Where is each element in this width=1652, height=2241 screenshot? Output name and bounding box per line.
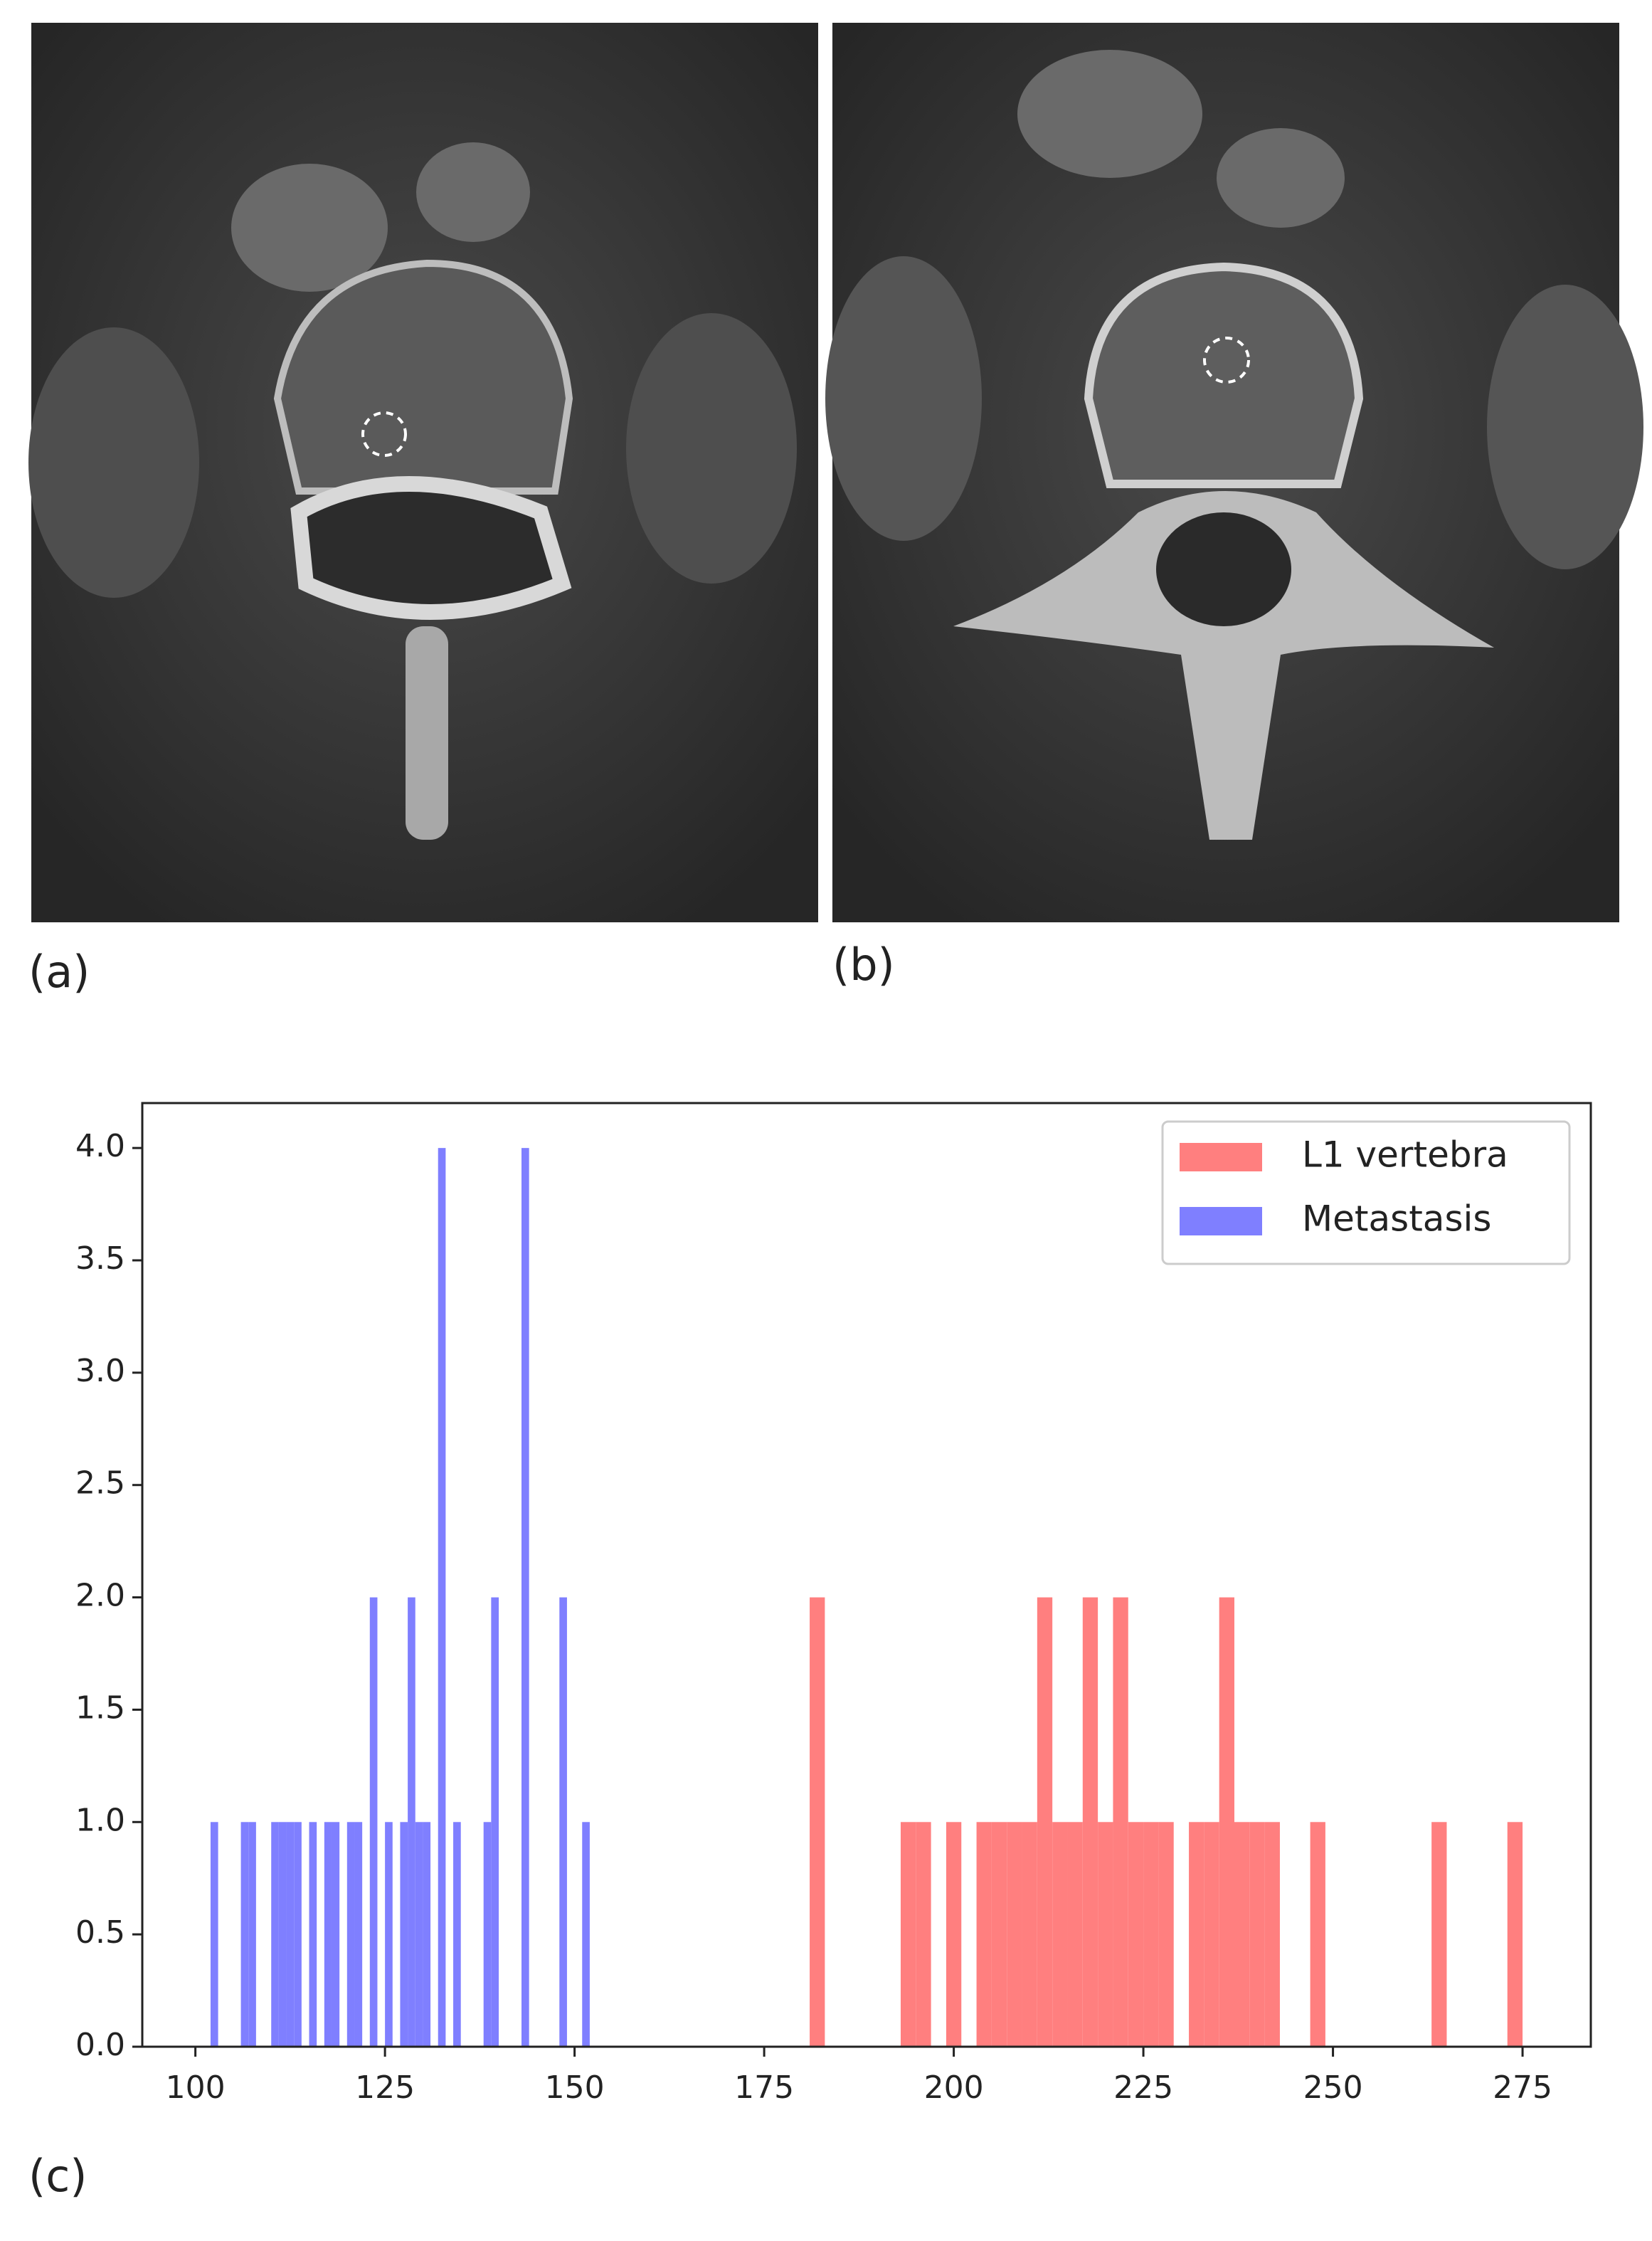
histogram-bar bbox=[354, 1822, 363, 2047]
histogram-bar bbox=[1204, 1822, 1219, 2047]
legend-swatch bbox=[1180, 1207, 1262, 1235]
legend-label: L1 vertebra bbox=[1302, 1134, 1508, 1176]
histogram-bar bbox=[1007, 1822, 1022, 2047]
histogram-bar bbox=[810, 1597, 825, 2047]
histogram-bar bbox=[438, 1148, 446, 2047]
histogram-bar bbox=[415, 1822, 423, 2047]
histogram-bar bbox=[453, 1822, 461, 2047]
histogram-bar bbox=[332, 1822, 340, 2047]
histogram-bar bbox=[324, 1822, 332, 2047]
histogram-bar bbox=[286, 1822, 295, 2047]
legend-swatch bbox=[1180, 1143, 1262, 1171]
histogram-bar bbox=[294, 1822, 302, 2047]
panel-label: (a) bbox=[28, 946, 90, 998]
histogram-bar bbox=[1249, 1822, 1265, 2047]
histogram-bar bbox=[1234, 1822, 1250, 2047]
ct-image-b bbox=[825, 23, 1643, 922]
y-tick-label: 0.0 bbox=[75, 2027, 125, 2063]
histogram-bar bbox=[400, 1822, 408, 2047]
histogram-bar bbox=[1113, 1597, 1128, 2047]
x-tick-label: 150 bbox=[545, 2069, 605, 2106]
histogram-bar bbox=[423, 1822, 431, 2047]
plot-frame bbox=[141, 1102, 1592, 2048]
histogram-bar bbox=[1098, 1822, 1113, 2047]
x-tick-label: 275 bbox=[1493, 2069, 1552, 2106]
histogram-bar bbox=[271, 1822, 279, 2047]
histogram-bar bbox=[1067, 1822, 1083, 2047]
histogram-bar bbox=[916, 1822, 931, 2047]
x-tick-label: 200 bbox=[924, 2069, 984, 2106]
legend-label: Metastasis bbox=[1302, 1198, 1491, 1240]
histogram-bar bbox=[483, 1822, 492, 2047]
histogram-bar bbox=[582, 1822, 590, 2047]
x-tick-label: 125 bbox=[355, 2069, 415, 2106]
x-tick-label: 175 bbox=[734, 2069, 794, 2106]
histogram-bar bbox=[248, 1822, 256, 2047]
histogram-bar bbox=[369, 1597, 378, 2047]
histogram-bar bbox=[1128, 1822, 1144, 2047]
histogram-bar bbox=[559, 1597, 567, 2047]
x-tick-label: 225 bbox=[1113, 2069, 1173, 2106]
y-tick-label: 1.5 bbox=[75, 1689, 125, 1726]
y-tick-label: 2.5 bbox=[75, 1465, 125, 1502]
histogram-bar bbox=[1052, 1822, 1068, 2047]
histogram-bar bbox=[346, 1822, 355, 2047]
histogram-bar bbox=[991, 1822, 1007, 2047]
ct-image-a bbox=[28, 23, 818, 922]
histogram-bar bbox=[976, 1822, 992, 2047]
panel-label: (b) bbox=[832, 939, 895, 991]
histogram-bar bbox=[240, 1822, 249, 2047]
y-tick-label: 4.0 bbox=[75, 1128, 125, 1164]
x-tick-label: 100 bbox=[166, 2069, 226, 2106]
histogram-bar bbox=[1219, 1597, 1234, 2047]
legend-box bbox=[1161, 1120, 1571, 1265]
histogram-bar bbox=[1143, 1822, 1159, 2047]
histogram-bar bbox=[1037, 1597, 1053, 2047]
x-tick-label: 250 bbox=[1303, 2069, 1363, 2106]
y-tick-label: 0.5 bbox=[75, 1914, 125, 1951]
histogram-bar bbox=[1082, 1597, 1098, 2047]
histogram-bar bbox=[408, 1597, 415, 2047]
histogram-bar bbox=[385, 1822, 393, 2047]
y-tick-label: 1.0 bbox=[75, 1802, 125, 1838]
histogram-bar bbox=[309, 1822, 317, 2047]
histogram-bar bbox=[1189, 1822, 1204, 2047]
histogram-bar bbox=[278, 1822, 287, 2047]
y-tick-label: 3.5 bbox=[75, 1240, 125, 1277]
histogram-bar bbox=[1022, 1822, 1037, 2047]
histogram-bar bbox=[1310, 1822, 1325, 2047]
histogram-bar bbox=[946, 1822, 962, 2047]
histogram-bar bbox=[521, 1148, 529, 2047]
histogram-bar bbox=[1507, 1822, 1523, 2047]
panel-label: (c) bbox=[28, 2150, 87, 2202]
histogram-bar bbox=[900, 1822, 916, 2047]
histogram-bar bbox=[1158, 1822, 1174, 2047]
y-tick-label: 3.0 bbox=[75, 1353, 125, 1389]
histogram-bar bbox=[1264, 1822, 1280, 2047]
histogram-bar bbox=[1431, 1822, 1447, 2047]
histogram: 0.0 0.5 1.0 1.5 2.0 2.5 3.0 3.5 4.0 100 125 150 175 2… bbox=[75, 1102, 1592, 2106]
histogram-bar bbox=[210, 1822, 218, 2047]
y-tick-label: 2.0 bbox=[75, 1578, 125, 1614]
histogram-bar bbox=[491, 1597, 499, 2047]
